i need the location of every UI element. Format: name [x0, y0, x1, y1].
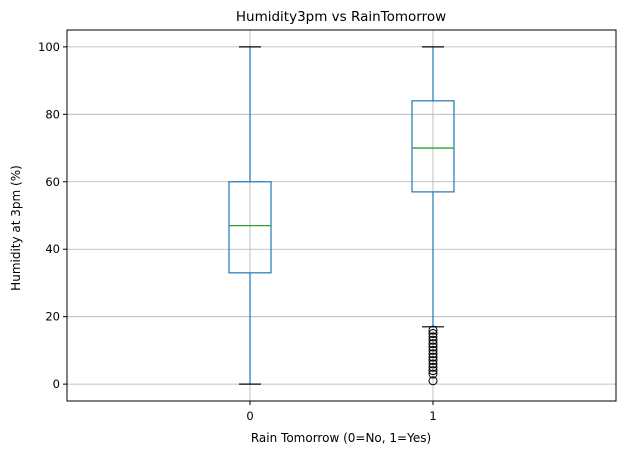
x-tick-label: 0 [246, 409, 253, 423]
plot-frame [66, 29, 617, 402]
outlier-point [428, 339, 438, 349]
outlier-point [428, 342, 438, 352]
outlier-point [428, 329, 438, 339]
x-axis-label: Rain Tomorrow (0=No, 1=Yes) [251, 431, 431, 445]
grid [67, 30, 616, 401]
y-tick-label: 20 [45, 310, 60, 324]
outlier-point [428, 376, 438, 386]
y-tick-label: 80 [45, 107, 60, 121]
boxes [228, 46, 455, 386]
outlier-point [428, 356, 438, 366]
iqr-box [228, 181, 272, 274]
outlier-point [428, 352, 438, 362]
chart-title: Humidity3pm vs RainTomorrow [236, 9, 446, 25]
outlier-point [428, 359, 438, 369]
y-tick-label: 0 [53, 377, 60, 391]
outlier-point [428, 369, 438, 379]
y-tick-label: 40 [45, 242, 60, 256]
box-group-1 [411, 46, 455, 386]
outlier-point [428, 362, 438, 372]
box-group-0 [228, 46, 272, 385]
outlier-point [428, 345, 438, 355]
y-axis-label: Humidity at 3pm (%) [9, 165, 23, 291]
y-tick-label: 60 [45, 175, 60, 189]
axes: 0 20 40 60 80 100 0 1 [38, 40, 437, 423]
iqr-box [411, 100, 455, 193]
outlier-point [428, 349, 438, 359]
outlier-point [428, 325, 438, 335]
outlier-point [428, 335, 438, 345]
y-tick-label: 100 [38, 40, 60, 54]
outlier-point [428, 332, 438, 342]
x-tick-label: 1 [429, 409, 436, 423]
outlier-point [428, 366, 438, 376]
